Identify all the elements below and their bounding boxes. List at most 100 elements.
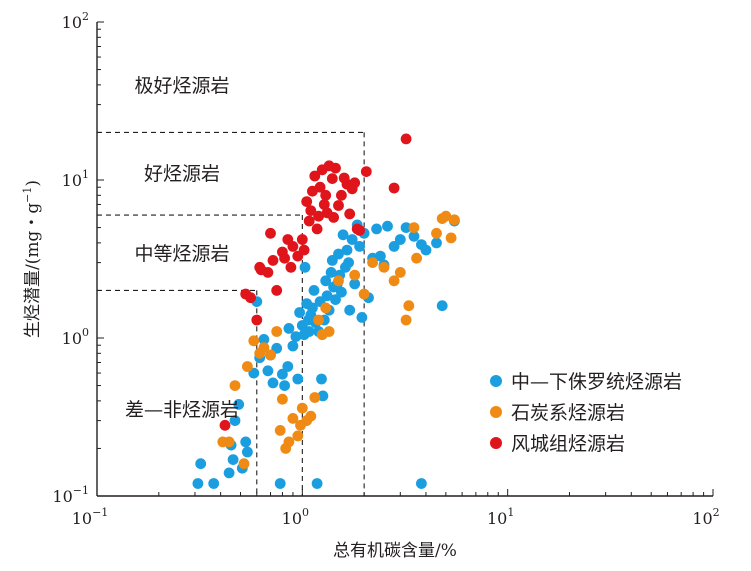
data-point (420, 244, 432, 256)
data-point (416, 478, 427, 489)
x-tick-label: 101 (487, 506, 514, 528)
data-point (346, 234, 358, 245)
data-point (271, 326, 283, 337)
data-point (285, 261, 297, 273)
data-point (305, 410, 317, 422)
data-point (282, 361, 294, 372)
data-point (400, 133, 412, 145)
data-point (313, 314, 324, 326)
data-point (277, 393, 288, 405)
data-point (388, 182, 400, 194)
data-point (333, 248, 344, 260)
data-point (227, 454, 239, 465)
data-point (229, 415, 241, 426)
y-tick-label: 10−1 (52, 484, 89, 506)
data-point (408, 222, 420, 234)
data-point (262, 267, 274, 278)
data-point (279, 380, 290, 391)
zone-label: 好烃源岩 (144, 163, 220, 185)
data-point (271, 285, 283, 296)
data-point (267, 255, 279, 266)
data-point (330, 294, 341, 305)
legend-label: 中—下侏罗统烃源岩 (511, 371, 682, 393)
data-point (287, 241, 299, 252)
data-point (277, 368, 288, 380)
x-tick-label: 10−1 (72, 506, 109, 528)
legend-marker (490, 375, 502, 387)
x-axis-title: 总有机碳含量/% (333, 541, 457, 561)
data-point (233, 399, 245, 410)
data-point (313, 210, 324, 222)
data-point (328, 212, 339, 223)
data-point (279, 252, 290, 264)
data-point (308, 285, 320, 296)
legend-label: 风城组烃源岩 (511, 433, 625, 455)
data-point (262, 365, 274, 377)
data-point (344, 304, 356, 316)
zone-label: 中等烃源岩 (134, 243, 229, 265)
data-point (318, 199, 330, 210)
data-point (296, 234, 308, 245)
data-point (354, 225, 365, 236)
data-point (245, 292, 256, 304)
legend-marker (490, 406, 502, 418)
data-point (258, 334, 270, 345)
data-point (431, 237, 442, 249)
data-point (296, 402, 308, 414)
data-point (265, 349, 276, 361)
data-point (388, 241, 400, 252)
data-point (223, 467, 235, 479)
data-point (229, 380, 241, 391)
legend-label: 石炭系烃源岩 (511, 402, 625, 424)
data-point (330, 162, 341, 174)
data-point (314, 181, 326, 193)
legend-marker (490, 437, 502, 449)
y-tick-label: 100 (62, 326, 89, 348)
data-point (311, 478, 323, 489)
data-point (337, 229, 349, 241)
data-point (192, 478, 204, 489)
data-point (267, 377, 279, 389)
data-point (311, 223, 323, 235)
data-points (192, 133, 460, 489)
data-point (408, 230, 420, 242)
data-point (436, 300, 448, 312)
data-point (411, 252, 422, 264)
data-point (358, 288, 370, 300)
x-tick-label: 102 (692, 506, 719, 528)
data-point (309, 392, 321, 403)
data-point (238, 458, 250, 470)
data-point (323, 326, 335, 337)
data-point (307, 302, 318, 314)
data-point (248, 335, 260, 347)
data-point (320, 189, 332, 201)
data-point (354, 241, 365, 252)
data-point (287, 413, 299, 424)
data-point (305, 205, 317, 217)
data-point (242, 446, 253, 458)
data-point (336, 286, 347, 298)
data-point (320, 275, 332, 287)
data-point (403, 300, 415, 312)
data-point (317, 390, 329, 402)
data-point (321, 290, 333, 302)
data-point (274, 478, 286, 489)
data-point (316, 373, 327, 385)
data-point (349, 278, 361, 290)
data-point (301, 196, 313, 208)
data-point (299, 261, 311, 273)
zone-label: 极好烃源岩 (134, 75, 229, 97)
data-point (265, 227, 276, 239)
data-point (240, 436, 252, 448)
data-point (367, 257, 378, 268)
data-point (195, 458, 207, 470)
y-axis-title: 生烃潜量/(mg・g−1) (21, 180, 43, 338)
data-point (431, 227, 442, 239)
zone-label: 差—非烃源岩 (125, 399, 239, 421)
data-point (294, 307, 305, 318)
data-point (449, 214, 460, 226)
